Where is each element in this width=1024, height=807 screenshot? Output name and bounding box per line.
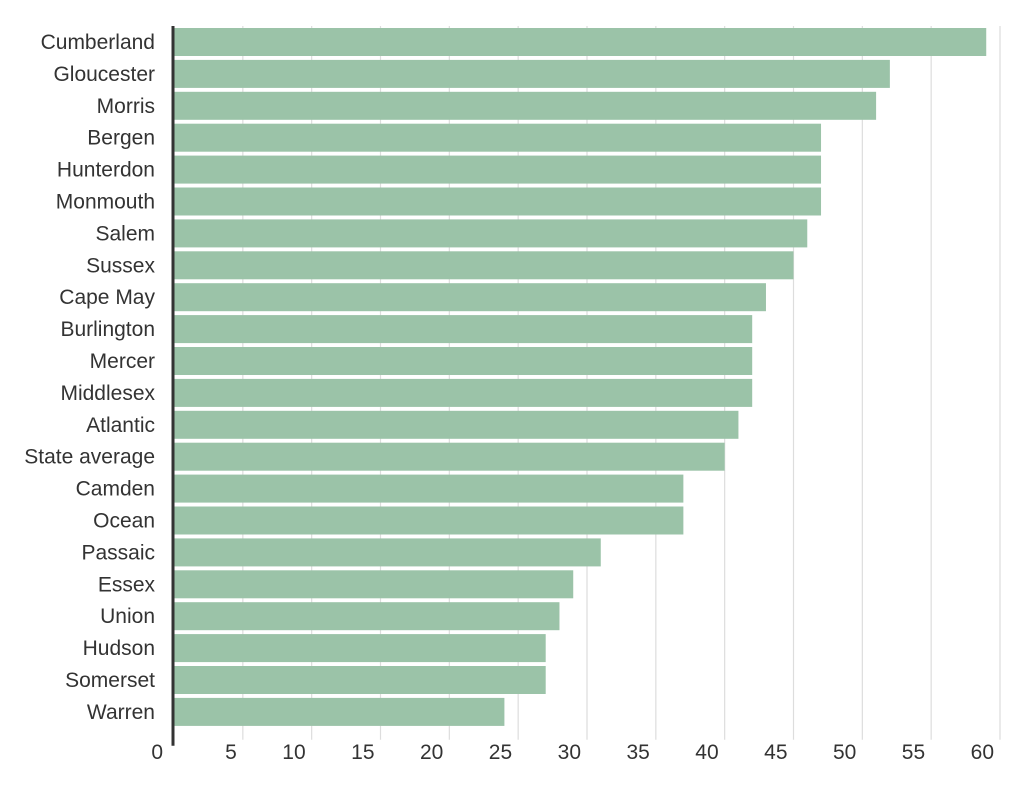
bar-monmouth xyxy=(174,187,822,216)
x-tick-label-50: 50 xyxy=(833,741,856,764)
category-label-hudson: Hudson xyxy=(83,637,155,660)
x-tick-label-60: 60 xyxy=(971,741,994,764)
category-label-sussex: Sussex xyxy=(86,254,155,277)
category-labels: Cumberland Gloucester Morris Bergen Hunterdo… xyxy=(24,31,155,724)
bar-hudson xyxy=(174,634,546,663)
x-tick-label-55: 55 xyxy=(902,741,925,764)
bars xyxy=(174,28,987,726)
bar-warren xyxy=(174,697,505,726)
category-label-atlantic: Atlantic xyxy=(86,414,155,437)
x-tick-label-10: 10 xyxy=(282,741,305,764)
bar-essex xyxy=(174,570,574,599)
category-label-state-average: State average xyxy=(24,446,155,469)
category-label-somerset: Somerset xyxy=(65,669,155,692)
bar-gloucester xyxy=(174,59,890,88)
x-tick-label-30: 30 xyxy=(558,741,581,764)
category-label-warren: Warren xyxy=(87,701,155,724)
bar-ocean xyxy=(174,506,684,535)
category-label-burlington: Burlington xyxy=(60,318,155,341)
x-tick-label-0: 0 xyxy=(151,741,163,764)
x-tick-label-35: 35 xyxy=(626,741,649,764)
bar-camden xyxy=(174,474,684,503)
category-label-gloucester: Gloucester xyxy=(53,63,155,86)
bar-cape-may xyxy=(174,283,766,312)
category-label-mercer: Mercer xyxy=(90,350,155,373)
x-tick-labels: 0 5 10 15 20 25 30 35 40 45 50 55 60 xyxy=(151,741,994,764)
x-tick-label-40: 40 xyxy=(695,741,718,764)
x-tick-label-15: 15 xyxy=(351,741,374,764)
category-label-union: Union xyxy=(100,605,155,628)
category-label-cumberland: Cumberland xyxy=(41,31,155,54)
category-label-passaic: Passaic xyxy=(81,541,155,564)
bar-salem xyxy=(174,219,808,248)
category-label-essex: Essex xyxy=(98,573,156,596)
bar-sussex xyxy=(174,251,794,280)
bar-cumberland xyxy=(174,28,987,56)
bar-state-average xyxy=(174,442,725,471)
category-label-camden: Camden xyxy=(76,478,155,501)
bar-middlesex xyxy=(174,378,753,407)
category-label-middlesex: Middlesex xyxy=(60,382,155,405)
x-tick-label-25: 25 xyxy=(489,741,512,764)
bar-burlington xyxy=(174,315,753,344)
category-label-hunterdon: Hunterdon xyxy=(57,159,155,182)
category-label-bergen: Bergen xyxy=(87,127,155,150)
bar-atlantic xyxy=(174,410,739,439)
bar-mercer xyxy=(174,347,753,375)
x-tick-label-5: 5 xyxy=(225,741,237,764)
x-tick-label-45: 45 xyxy=(764,741,787,764)
category-label-salem: Salem xyxy=(95,222,155,245)
bar-union xyxy=(174,602,560,631)
bar-bergen xyxy=(174,123,822,152)
category-label-ocean: Ocean xyxy=(93,510,155,533)
bar-hunterdon xyxy=(174,155,822,184)
bar-passaic xyxy=(174,538,601,567)
category-label-cape-may: Cape May xyxy=(59,286,155,309)
category-label-monmouth: Monmouth xyxy=(56,191,155,214)
bar-somerset xyxy=(174,666,546,694)
category-label-morris: Morris xyxy=(97,95,155,118)
x-tick-label-20: 20 xyxy=(420,741,443,764)
bar-morris xyxy=(174,91,877,120)
